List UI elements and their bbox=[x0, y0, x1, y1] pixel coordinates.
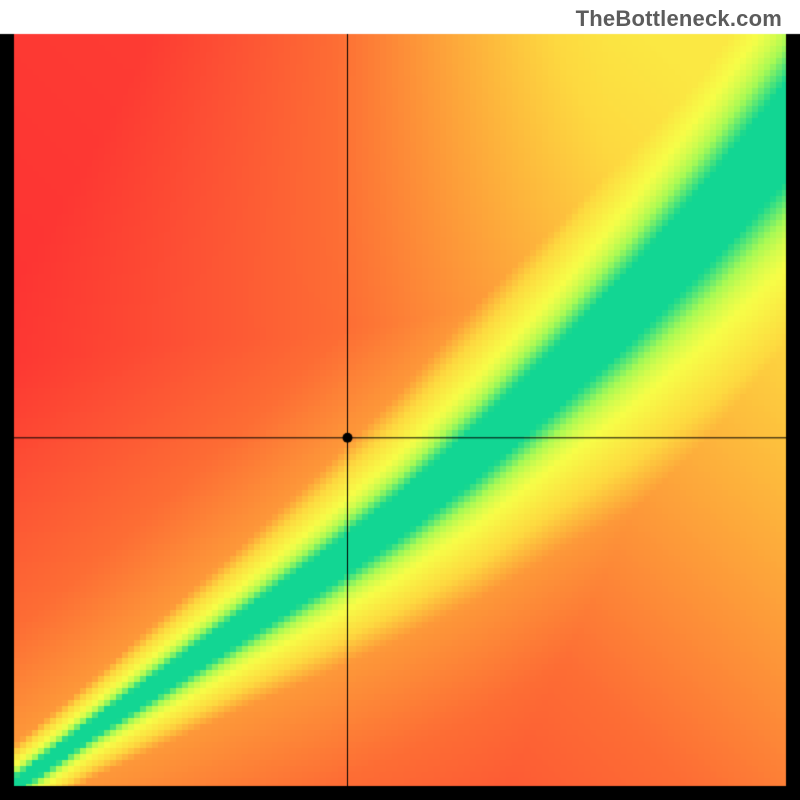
watermark-text: TheBottleneck.com bbox=[576, 6, 782, 32]
chart-container: TheBottleneck.com bbox=[0, 0, 800, 800]
heatmap-canvas bbox=[0, 0, 800, 800]
